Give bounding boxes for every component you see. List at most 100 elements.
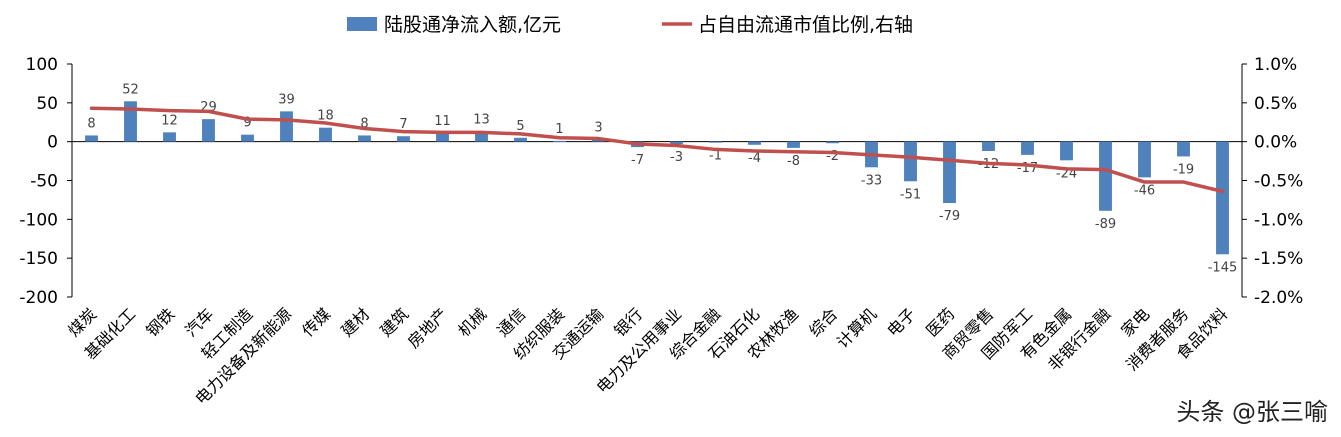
line-point xyxy=(90,106,93,110)
legend-bar-swatch xyxy=(347,17,377,31)
left-tick-label: 0 xyxy=(47,133,58,153)
line-point xyxy=(246,117,249,121)
bar xyxy=(280,111,293,142)
line-point xyxy=(285,118,288,122)
bar xyxy=(436,133,449,142)
category-label: 房地产 xyxy=(404,304,451,351)
bar xyxy=(124,101,137,142)
bar-data-label: -4 xyxy=(748,151,761,166)
right-tick-label: 0.5% xyxy=(1254,94,1297,114)
left-tick-label: 50 xyxy=(36,94,58,114)
bar-data-label: -51 xyxy=(900,187,921,202)
bar xyxy=(241,134,254,142)
bar xyxy=(709,141,722,143)
right-tick-label: -0.5% xyxy=(1254,172,1303,192)
line-point xyxy=(675,144,678,148)
bar-data-label: 52 xyxy=(122,82,139,97)
bar xyxy=(592,139,605,142)
bar xyxy=(85,135,98,142)
category-label: 机械 xyxy=(454,304,490,340)
category-label: 计算机 xyxy=(833,304,880,351)
line-point xyxy=(792,150,795,154)
bar xyxy=(514,137,527,142)
bar-data-label: 1 xyxy=(555,122,563,137)
line-point xyxy=(519,132,522,136)
category-label: 建材 xyxy=(337,304,373,340)
left-tick-label: 100 xyxy=(26,55,58,75)
bar xyxy=(319,127,332,142)
right-tick-label: -1.5% xyxy=(1254,249,1303,269)
legend-bar-label: 陆股通净流入额,亿元 xyxy=(384,14,561,36)
bar-data-label: 3 xyxy=(594,120,602,135)
right-tick-label: 0.0% xyxy=(1254,133,1297,153)
line-point xyxy=(1065,167,1068,171)
line-point xyxy=(402,130,405,134)
bar xyxy=(748,141,761,145)
bar xyxy=(982,141,995,151)
right-tick-label: 1.0% xyxy=(1254,55,1297,75)
line-point xyxy=(753,149,756,153)
bar-data-label: -33 xyxy=(861,173,882,188)
line-point xyxy=(1026,163,1029,167)
line-point xyxy=(1104,168,1107,172)
right-tick-label: -1.0% xyxy=(1254,210,1303,230)
line-point xyxy=(441,130,444,134)
bar xyxy=(943,141,956,204)
line-point xyxy=(636,142,639,146)
bar-data-label: -145 xyxy=(1208,260,1238,275)
bar-data-label: -1 xyxy=(709,148,722,163)
bar xyxy=(1216,141,1229,255)
bar xyxy=(163,132,176,142)
line-point xyxy=(480,130,483,134)
left-tick-label: -150 xyxy=(19,249,58,269)
bar-data-label: -89 xyxy=(1095,217,1116,232)
line-point xyxy=(987,161,990,165)
bar-data-label: -8 xyxy=(787,154,800,169)
bar xyxy=(1060,141,1073,161)
line-point xyxy=(168,109,171,113)
left-tick-label: -50 xyxy=(30,172,58,192)
bar xyxy=(826,141,839,144)
bar xyxy=(787,141,800,148)
category-label: 电子 xyxy=(883,304,919,340)
line-point xyxy=(558,136,561,140)
bar-data-label: 39 xyxy=(278,92,295,107)
bar xyxy=(397,136,410,142)
bar-data-label: -46 xyxy=(1134,183,1155,198)
legend-line-label: 占自由流通市值比例,右轴 xyxy=(698,14,913,36)
bar-data-label: -3 xyxy=(670,150,683,165)
bar-data-label: -7 xyxy=(631,153,644,168)
bar xyxy=(475,131,488,142)
bar-data-label: 9 xyxy=(243,116,251,131)
line-point xyxy=(597,137,600,141)
left-tick-label: -100 xyxy=(19,210,58,230)
bar-data-label: 8 xyxy=(360,116,368,131)
category-label: 钢铁 xyxy=(142,304,178,340)
watermark-text: 头条 @张三喻 xyxy=(1176,398,1328,426)
line-point xyxy=(909,155,912,159)
ratio-line xyxy=(89,106,1225,194)
bar-data-label: 8 xyxy=(87,116,95,131)
line-point xyxy=(870,153,873,157)
bar xyxy=(553,140,566,142)
bar-data-label: 7 xyxy=(399,117,407,132)
line-point xyxy=(207,109,210,113)
right-tick-label: -2.0% xyxy=(1254,288,1303,308)
bar-data-label: -19 xyxy=(1173,162,1194,177)
bar-data-label: 11 xyxy=(434,114,451,129)
bar xyxy=(1138,141,1151,178)
bar-data-label: 13 xyxy=(473,113,490,128)
bar-data-label: 5 xyxy=(516,119,524,134)
line-point xyxy=(831,151,834,155)
line-point xyxy=(948,158,951,162)
line-point xyxy=(1182,180,1185,184)
bar xyxy=(1099,141,1112,211)
category-label: 传媒 xyxy=(298,304,334,340)
line-point xyxy=(1221,189,1224,193)
bar xyxy=(202,119,215,142)
bar xyxy=(670,141,683,144)
bar-data-label: -79 xyxy=(939,209,960,224)
bar xyxy=(1177,141,1190,157)
